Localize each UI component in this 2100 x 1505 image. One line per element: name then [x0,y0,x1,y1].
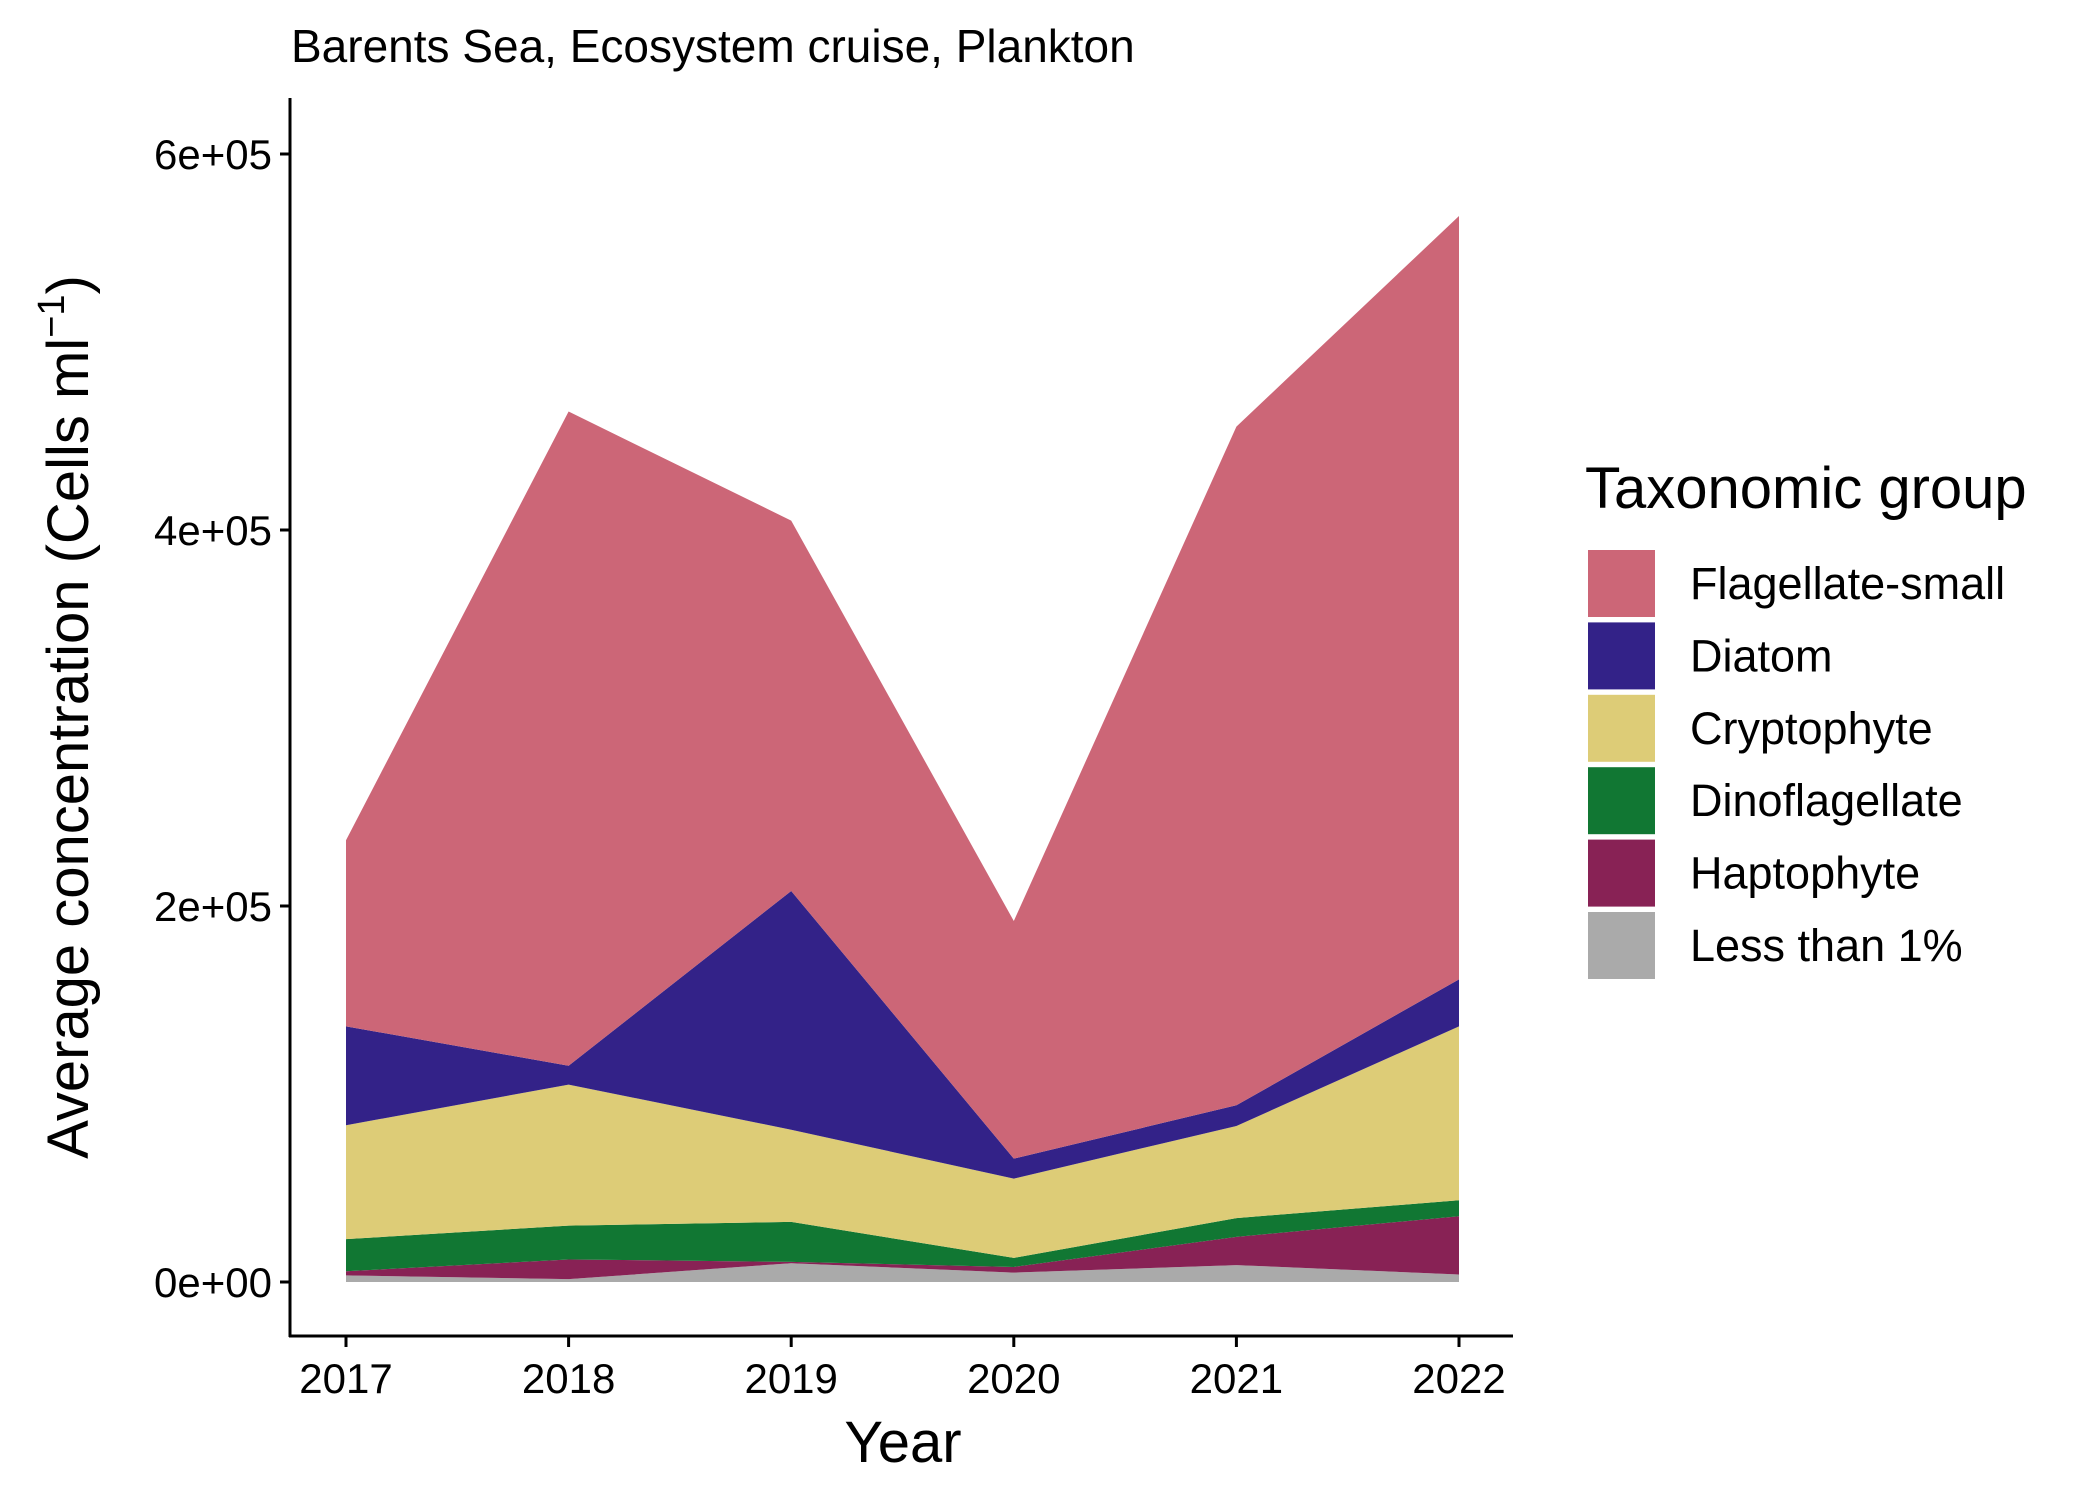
x-tick-label: 2021 [1190,1355,1283,1402]
area-flagellate-small [346,216,1459,1159]
y-axis-label-superscript: −1 [31,295,73,338]
chart-title: Barents Sea, Ecosystem cruise, Plankton [291,20,1135,72]
legend-key-cryptophyte [1588,694,1655,762]
x-tick-label: 2022 [1412,1355,1505,1402]
x-axis-ticks: 2017 2018 2019 2020 2021 2022 [299,1336,1506,1402]
legend-label-diatom: Diatom [1690,630,1833,681]
x-tick-label: 2020 [967,1355,1060,1402]
area-haptophyte [346,1216,1459,1280]
legend-label-dinoflagellate: Dinoflagellate [1690,775,1963,826]
legend-key-haptophyte [1588,839,1655,907]
legend-title: Taxonomic group [1585,456,2027,521]
legend-key-diatom [1588,622,1655,690]
legend: Taxonomic group Flagellate-small Diatom Cr… [1585,456,2027,979]
area-dinoflagellate [346,1200,1459,1272]
legend-key-flagellate-small [1588,550,1655,617]
area-cryptophyte [346,1026,1459,1258]
y-axis-label: Average concentration (Cells ml−1) [31,275,101,1159]
y-tick-label: 6e+05 [154,131,272,178]
legend-label-cryptophyte: Cryptophyte [1690,703,1933,754]
x-axis-label: Year [844,1410,961,1475]
y-axis-label-close: ) [36,275,101,294]
y-tick-label: 4e+05 [154,507,272,554]
area-diatom [346,890,1459,1179]
legend-label-haptophyte: Haptophyte [1690,848,1920,899]
legend-label-flagellate-small: Flagellate-small [1690,558,2005,609]
y-axis-ticks: 0e+00 2e+05 4e+05 6e+05 [154,131,290,1306]
y-axis-label-main: Average concentration (Cells ml [36,338,101,1159]
y-tick-label: 0e+00 [154,1259,272,1306]
legend-label-less-than-1-: Less than 1% [1690,920,1963,971]
x-tick-label: 2017 [299,1355,392,1402]
x-tick-label: 2018 [522,1355,615,1402]
area-less-than-1- [346,1263,1459,1282]
plot-areas [346,216,1459,1282]
legend-key-less-than-1- [1588,912,1655,979]
y-tick-label: 2e+05 [154,883,272,930]
x-tick-label: 2019 [744,1355,837,1402]
legend-key-dinoflagellate [1588,767,1655,835]
